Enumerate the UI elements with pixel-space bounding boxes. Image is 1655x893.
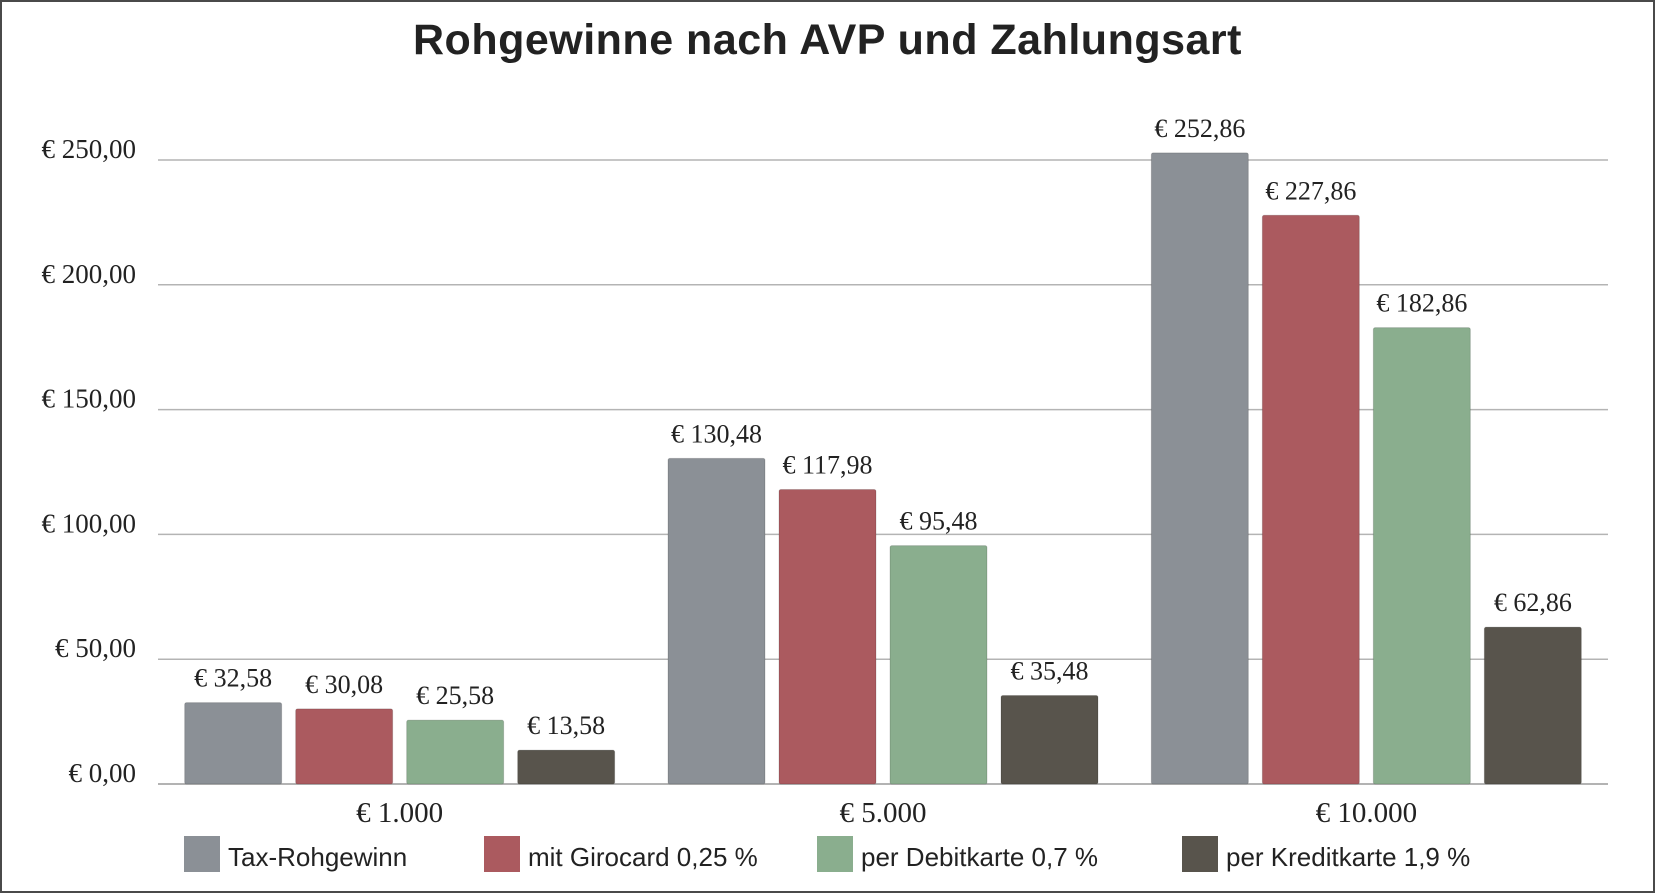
data-label: € 182,86 <box>1376 289 1467 318</box>
legend-label: per Kreditkarte 1,9 % <box>1226 842 1470 872</box>
bar <box>1483 626 1582 785</box>
data-label: € 117,98 <box>782 451 872 480</box>
chart-title: Rohgewinne nach AVP und Zahlungsart <box>413 16 1242 64</box>
data-label: € 130,48 <box>671 419 762 448</box>
data-label: € 227,86 <box>1265 176 1356 205</box>
bar <box>1000 694 1099 785</box>
bar <box>517 749 616 785</box>
x-tick-label: € 10.000 <box>1316 797 1418 829</box>
x-tick-label: € 5.000 <box>840 797 927 829</box>
bar <box>667 457 766 785</box>
data-label: € 62,86 <box>1494 588 1572 617</box>
y-tick-label: € 0,00 <box>69 758 137 788</box>
legend-label: Tax-Rohgewinn <box>228 842 407 872</box>
bar <box>295 708 394 785</box>
bar <box>1261 214 1360 785</box>
data-label: € 35,48 <box>1011 656 1089 685</box>
y-tick-label: € 150,00 <box>42 384 137 414</box>
data-label: € 13,58 <box>527 711 605 740</box>
bar <box>184 702 283 785</box>
y-tick-label: € 50,00 <box>55 633 136 663</box>
data-label: € 30,08 <box>305 670 383 699</box>
legend-swatch <box>484 836 520 872</box>
data-label: € 252,86 <box>1154 114 1245 143</box>
x-tick-label: € 1.000 <box>356 797 443 829</box>
bar <box>406 719 505 785</box>
data-label: € 32,58 <box>194 664 272 693</box>
legend-label: per Debitkarte 0,7 % <box>861 842 1098 872</box>
y-tick-label: € 200,00 <box>42 259 137 289</box>
legend-swatch <box>817 836 853 872</box>
bar <box>889 545 988 785</box>
legend-label: mit Girocard 0,25 % <box>528 842 758 872</box>
y-tick-label: € 250,00 <box>42 134 137 164</box>
y-tick-label: € 100,00 <box>42 508 137 538</box>
legend-swatch <box>1182 836 1218 872</box>
bar <box>778 489 877 785</box>
data-label: € 25,58 <box>416 681 494 710</box>
bar <box>1372 327 1471 785</box>
legend-swatch <box>184 836 220 872</box>
data-label: € 95,48 <box>900 507 978 536</box>
bar <box>1150 152 1249 785</box>
